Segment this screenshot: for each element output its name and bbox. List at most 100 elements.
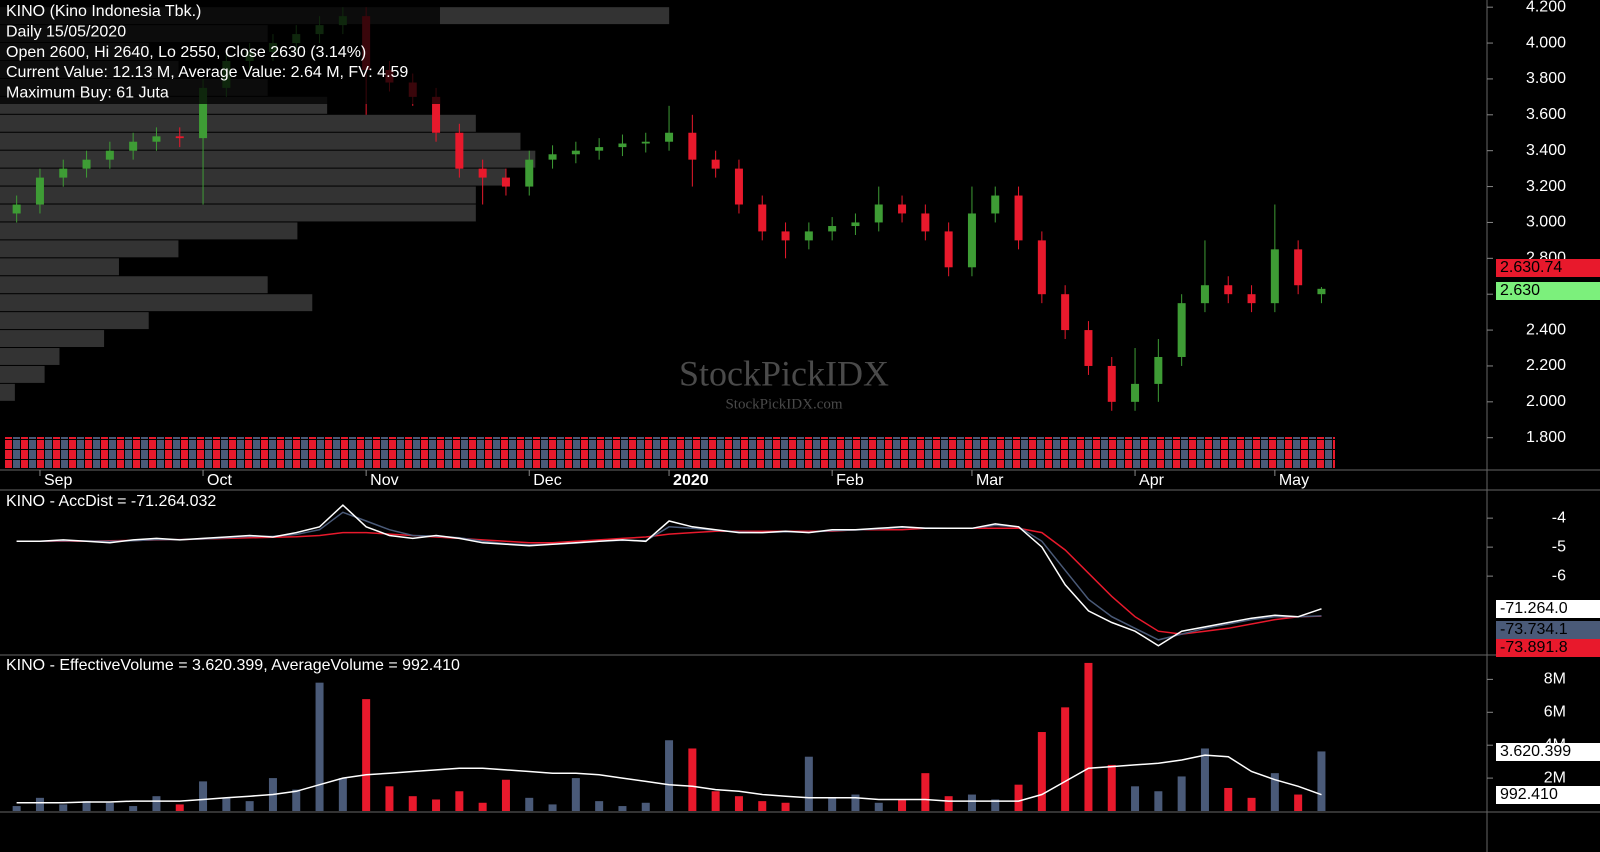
x-tick-label: 2020	[673, 472, 709, 489]
candle-body	[432, 96, 441, 133]
profile-bar	[0, 276, 268, 294]
volume-bar	[1177, 776, 1186, 811]
y-tick-label: 3.200	[1526, 178, 1566, 195]
profile-bar	[0, 330, 105, 348]
profile-bar	[0, 240, 179, 258]
volume-bar	[1014, 784, 1023, 811]
y-tick-label: -4	[1552, 509, 1566, 526]
volume-bar	[711, 791, 720, 811]
volume-bar	[245, 801, 254, 811]
candle-body	[59, 168, 68, 178]
header-line: Daily 15/05/2020	[6, 24, 126, 41]
volume-bar	[478, 802, 487, 811]
candle-body	[175, 136, 184, 139]
volume-bar	[641, 802, 650, 811]
candle-body	[1084, 330, 1093, 366]
candle-body	[548, 154, 557, 160]
volume-bar	[618, 806, 627, 811]
volume-bar	[315, 682, 324, 811]
volume-bar	[548, 804, 557, 811]
pane-title: KINO - AccDist = -71.264.032	[6, 493, 216, 510]
profile-bar	[0, 204, 476, 222]
x-tick-label: Apr	[1139, 472, 1165, 489]
profile-bar	[0, 258, 119, 276]
x-tick-label: Dec	[533, 472, 561, 489]
y-tick-label: 3.400	[1526, 142, 1566, 159]
volume-bar	[292, 789, 301, 811]
volume-bar	[152, 796, 161, 811]
candle-body	[199, 87, 208, 139]
price-label-box	[1496, 743, 1600, 761]
volume-bar	[1084, 662, 1093, 811]
candle-body	[525, 159, 534, 187]
volume-bar	[59, 804, 68, 811]
candle-body	[851, 222, 860, 227]
profile-bar	[0, 150, 536, 168]
volume-bar	[525, 797, 534, 811]
y-tick-label: 2.400	[1526, 321, 1566, 338]
price-label-box	[1496, 639, 1600, 657]
candle-body	[1037, 240, 1046, 295]
volume-bar	[571, 778, 580, 811]
price-label: 992.410	[1500, 786, 1558, 803]
candle-body	[1317, 288, 1326, 295]
volume-bar	[175, 804, 184, 811]
candle-body	[967, 213, 976, 268]
pane-title: KINO - EffectiveVolume = 3.620.399, Aver…	[6, 657, 460, 674]
volume-bar	[804, 756, 813, 811]
candle-body	[734, 168, 743, 205]
y-tick-label: 6M	[1544, 704, 1566, 721]
volume-bar	[432, 799, 441, 811]
price-label-box	[1496, 621, 1600, 639]
volume-bar	[385, 786, 394, 811]
profile-bar	[0, 348, 60, 365]
volume-bar	[1200, 748, 1209, 811]
candle-body	[1270, 249, 1279, 304]
volume-bar	[1037, 732, 1046, 811]
y-tick-label: 8M	[1544, 671, 1566, 688]
price-label: 2.630	[1500, 282, 1540, 299]
header-bg	[0, 0, 440, 104]
signal-strip	[5, 437, 1335, 468]
candle-body	[688, 132, 697, 160]
volume-bar	[1224, 787, 1233, 811]
candle-body	[641, 141, 650, 144]
price-label-box	[1496, 259, 1600, 277]
volume-bar	[82, 801, 91, 811]
header-line: KINO (Kino Indonesia Tbk.)	[6, 3, 201, 20]
price-label: -73.734.1	[1500, 621, 1568, 638]
profile-bar	[0, 222, 298, 240]
price-label: -73.891.8	[1500, 639, 1568, 656]
indicator-line	[16, 511, 1322, 641]
candle-body	[1294, 249, 1303, 286]
candle-body	[1177, 303, 1186, 357]
y-tick-label: 4.200	[1526, 0, 1566, 15]
profile-bar	[0, 365, 45, 383]
volume-bar	[129, 806, 138, 811]
candle-body	[455, 132, 464, 169]
candle-body	[595, 147, 604, 151]
candle-body	[129, 141, 138, 151]
header-line: Open 2600, Hi 2640, Lo 2550, Close 2630 …	[6, 44, 366, 61]
candle-body	[152, 136, 161, 142]
volume-bar	[1154, 791, 1163, 811]
candle-body	[1014, 195, 1023, 241]
volume-bar	[1317, 751, 1326, 811]
volume-bar	[362, 699, 371, 811]
candle-body	[758, 204, 767, 232]
volume-bar	[338, 778, 347, 811]
candle-body	[874, 204, 883, 223]
candle-body	[665, 132, 674, 142]
candle-body	[478, 168, 487, 178]
candle-body	[1131, 383, 1140, 402]
x-tick-label: Sep	[44, 472, 73, 489]
volume-bar	[874, 802, 883, 811]
y-tick-label: 2M	[1544, 769, 1566, 786]
candle-body	[1224, 285, 1233, 295]
profile-bar	[0, 114, 476, 132]
volume-bar	[991, 799, 1000, 811]
profile-bar	[0, 294, 313, 312]
price-label-box	[1496, 282, 1600, 300]
volume-bar	[501, 779, 510, 811]
